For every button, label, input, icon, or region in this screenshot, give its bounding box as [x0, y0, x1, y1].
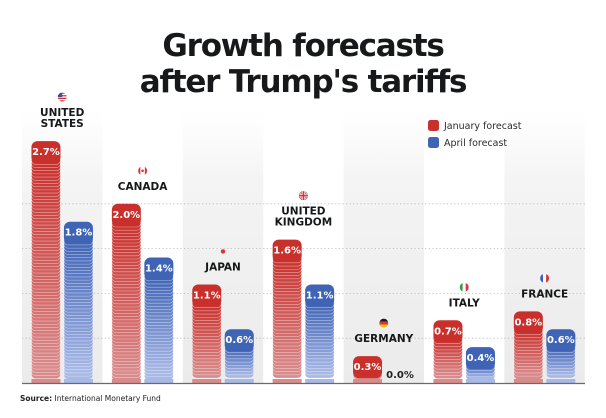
january-bar-germany	[352, 356, 383, 383]
country-label: FRANCE	[521, 288, 568, 300]
country-label: JAPAN	[204, 261, 241, 273]
uk-flag-icon	[298, 191, 308, 201]
bar-value-label: 2.7%	[32, 147, 60, 158]
january-legend-swatch	[428, 120, 439, 131]
april-legend-label: April forecast	[444, 138, 507, 149]
bar-value-label: 1.4%	[145, 264, 173, 275]
january-bar-united-kingdom	[272, 239, 302, 383]
country-label: ITALY	[449, 297, 480, 309]
country-label: STATES	[41, 118, 84, 130]
bar-value-label: 0.4%	[467, 353, 495, 364]
april-bar-japan	[224, 329, 255, 383]
country-label: UNITED	[281, 206, 326, 218]
april-bar-italy	[465, 347, 496, 383]
bar-value-label: 0.3%	[354, 362, 382, 373]
january-bar-canada	[111, 203, 142, 383]
bar-value-label: 0.8%	[514, 317, 542, 328]
bar-value-label: 0.6%	[225, 335, 253, 346]
bar-value-label: 2.0%	[112, 210, 140, 221]
canada-flag-icon	[138, 166, 148, 176]
january-bar-united-states	[31, 141, 61, 383]
country-label: GERMANY	[354, 333, 413, 345]
bar-value-label: 0.0%	[386, 370, 414, 381]
january-bar-italy	[433, 320, 463, 383]
column-background	[343, 110, 424, 383]
country-label: KINGDOM	[275, 217, 333, 229]
april-bar-united-kingdom	[304, 284, 335, 383]
legend: January forecast April forecast	[428, 120, 522, 149]
bar-value-label: 0.7%	[434, 326, 462, 337]
bar-value-label: 1.1%	[306, 290, 334, 301]
japan-flag-icon	[220, 249, 226, 254]
bar-value-label: 1.8%	[65, 228, 93, 239]
april-legend-swatch	[428, 137, 439, 148]
source-text: International Monetary Fund	[54, 394, 161, 403]
country-label: CANADA	[118, 181, 168, 193]
bar-value-label: 0.6%	[547, 335, 575, 346]
chart-title-line-2: after Trump's tariffs	[139, 64, 468, 100]
april-bar-canada	[144, 257, 174, 383]
bar-value-label: 1.6%	[273, 246, 301, 257]
january-legend-label: January forecast	[443, 121, 522, 132]
january-bar-japan	[191, 284, 222, 383]
us-flag-icon	[57, 92, 67, 102]
source-label: Source:	[20, 394, 53, 403]
april-bar-united-states	[63, 221, 94, 383]
source-note: Source: International Monetary Fund	[20, 394, 161, 403]
italy-flag-icon	[459, 282, 469, 292]
april-bar-france	[546, 329, 576, 383]
chart-title: Growth forecasts after Trump's tariffs	[0, 28, 606, 100]
france-flag-icon	[540, 273, 550, 283]
chart-title-line-1: Growth forecasts	[162, 28, 444, 64]
bar-value-label: 1.1%	[193, 290, 221, 301]
germany-flag-icon	[379, 318, 389, 328]
january-bar-france	[513, 311, 544, 383]
country-label: UNITED	[40, 107, 85, 119]
